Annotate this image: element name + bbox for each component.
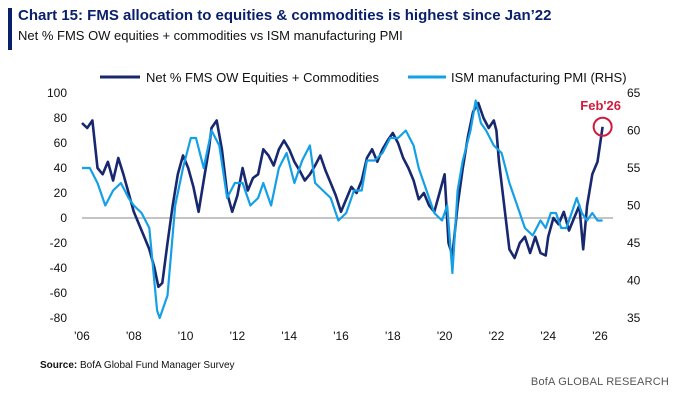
series-line-ism bbox=[82, 99, 603, 320]
y-left-tick-label: 20 bbox=[54, 186, 68, 200]
y-right-tick-label: 40 bbox=[627, 274, 641, 288]
x-tick-label: '06 bbox=[74, 329, 90, 343]
title-accent-bar bbox=[8, 8, 12, 50]
annotation-circle bbox=[592, 116, 613, 137]
y-left-tick-label: -40 bbox=[50, 261, 68, 275]
y-left-tick-label: 40 bbox=[54, 161, 68, 175]
x-tick-label: '20 bbox=[437, 329, 453, 343]
x-tick-label: '12 bbox=[230, 329, 246, 343]
brand-footer: BofA GLOBAL RESEARCH bbox=[530, 376, 669, 388]
y-left-tick-label: 80 bbox=[54, 111, 68, 125]
source-note: Source: BofA Global Fund Manager Survey bbox=[40, 360, 235, 371]
x-tick-label: '08 bbox=[126, 329, 142, 343]
legend-label-fms: Net % FMS OW Equities + Commodities bbox=[146, 70, 379, 85]
x-tick-label: '16 bbox=[333, 329, 349, 343]
y-right-tick-label: 50 bbox=[627, 199, 641, 213]
y-left-tick-label: -60 bbox=[50, 286, 68, 300]
y-right-tick-label: 65 bbox=[627, 86, 641, 100]
source-label: Source: bbox=[40, 360, 78, 371]
y-left-tick-label: 100 bbox=[47, 86, 67, 100]
x-tick-label: '22 bbox=[489, 329, 505, 343]
y-left-tick-label: 60 bbox=[54, 136, 68, 150]
y-left-tick-label: -20 bbox=[50, 236, 68, 250]
chart-title: Chart 15: FMS allocation to equities & c… bbox=[18, 7, 552, 24]
legend-label-ism: ISM manufacturing PMI (RHS) bbox=[451, 70, 627, 85]
annotation-label: Feb'26 bbox=[580, 98, 621, 113]
x-tick-label: '24 bbox=[540, 329, 556, 343]
x-tick-label: '10 bbox=[178, 329, 194, 343]
y-left-tick-label: -80 bbox=[50, 311, 68, 325]
source-text: BofA Global Fund Manager Survey bbox=[80, 360, 235, 371]
y-right-tick-label: 60 bbox=[627, 124, 641, 138]
x-tick-label: '14 bbox=[281, 329, 297, 343]
x-tick-label: '26 bbox=[592, 329, 608, 343]
series-line-fms bbox=[81, 101, 604, 289]
chart-subtitle: Net % FMS OW equities + commodities vs I… bbox=[18, 28, 403, 43]
y-left-tick-label: 0 bbox=[60, 211, 67, 225]
y-right-tick-label: 35 bbox=[627, 311, 641, 325]
y-right-tick-label: 45 bbox=[627, 236, 641, 250]
x-tick-label: '18 bbox=[385, 329, 401, 343]
y-right-tick-label: 55 bbox=[627, 161, 641, 175]
